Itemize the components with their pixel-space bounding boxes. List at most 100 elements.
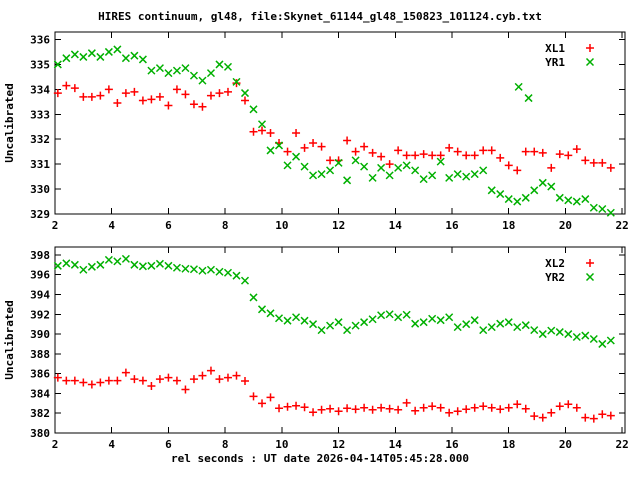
x-tick-label: 18 (502, 438, 515, 451)
data-point-marker (419, 150, 428, 159)
legend-label: XL2 (545, 257, 565, 270)
data-point-marker (104, 47, 113, 56)
data-point-marker (249, 127, 258, 136)
data-point-marker (87, 380, 96, 389)
legend-marker (585, 272, 595, 282)
data-point-marker (53, 89, 62, 98)
data-point-marker (411, 319, 420, 328)
data-point-marker (87, 262, 96, 271)
data-point-marker (428, 171, 437, 180)
data-point-marker (96, 52, 105, 61)
data-point-marker (326, 321, 335, 330)
data-point-marker (326, 166, 335, 175)
data-point-marker (215, 89, 224, 98)
data-point-marker (130, 87, 139, 96)
data-point-marker (530, 186, 539, 195)
data-point-marker (87, 92, 96, 101)
data-point-marker (215, 60, 224, 69)
data-point-marker (343, 176, 352, 185)
data-point-marker (240, 276, 250, 285)
data-point-marker (487, 146, 496, 155)
data-point-marker (96, 91, 105, 100)
plot-border (54, 246, 626, 434)
data-point-marker (164, 101, 173, 110)
data-point-marker (121, 54, 130, 63)
data-point-marker (232, 271, 241, 280)
data-point-marker (147, 66, 156, 75)
data-point-marker (283, 316, 292, 325)
data-point-marker (138, 262, 147, 271)
data-point-marker (198, 371, 207, 380)
data-point-marker (470, 170, 479, 179)
data-point-marker (283, 161, 292, 170)
data-point-marker (606, 163, 615, 172)
data-point-marker (547, 163, 556, 172)
data-point-marker (514, 82, 523, 91)
x-tick-label: 2 (52, 438, 59, 451)
data-point-marker (479, 402, 488, 411)
data-point-marker (189, 375, 198, 384)
data-point-marker (504, 403, 513, 412)
x-axis-label: rel seconds : UT date 2026-04-14T05:45:2… (170, 452, 469, 465)
data-point-marker (394, 313, 403, 322)
data-point-marker (589, 158, 598, 167)
data-point-marker (385, 404, 394, 413)
data-point-marker (436, 157, 445, 166)
data-point-marker (300, 403, 309, 412)
data-point-marker (394, 405, 403, 414)
data-point-marker (215, 267, 224, 276)
data-point-marker (283, 402, 292, 411)
x-tick-label: 22 (616, 219, 629, 232)
data-point-marker (87, 49, 96, 58)
data-point-marker (377, 163, 386, 172)
data-point-marker (581, 156, 590, 165)
data-point-marker (223, 373, 232, 382)
data-point-marker (343, 136, 352, 145)
data-point-marker (555, 193, 564, 202)
data-point-marker (121, 254, 130, 263)
data-point-marker (564, 151, 573, 160)
data-point-marker (104, 85, 113, 94)
data-point-marker (496, 405, 505, 414)
plot-border (54, 31, 626, 215)
data-point-marker (513, 166, 522, 175)
data-point-marker (496, 319, 505, 328)
x-tick-label: 20 (559, 438, 572, 451)
data-point-marker (113, 45, 122, 54)
data-point-marker (524, 94, 533, 103)
data-point-marker (377, 311, 386, 320)
data-point-marker (198, 76, 207, 85)
data-point-marker (470, 316, 479, 325)
data-point-marker (504, 195, 513, 204)
data-point-marker (445, 143, 454, 152)
legend-label: YR1 (545, 56, 565, 69)
data-point-marker (598, 339, 607, 348)
x-tick-label: 12 (332, 219, 345, 232)
y-tick-label: 335 (30, 58, 50, 71)
data-point-marker (215, 375, 224, 384)
data-point-marker (530, 147, 539, 156)
data-point-marker (138, 376, 147, 385)
data-point-marker (402, 398, 411, 407)
data-point-marker (581, 195, 590, 204)
data-point-marker (487, 403, 496, 412)
data-point-marker (232, 79, 241, 88)
x-tick-label: 20 (559, 219, 572, 232)
data-point-marker (334, 318, 343, 327)
data-point-marker (530, 326, 539, 335)
data-point-marker (360, 162, 369, 171)
data-point-marker (266, 128, 275, 137)
data-point-marker (394, 146, 403, 155)
x-tick-label: 6 (165, 438, 172, 451)
data-point-marker (317, 170, 326, 179)
data-point-marker (513, 400, 522, 409)
data-point-marker (70, 84, 79, 93)
y-tick-label: 329 (30, 208, 50, 221)
data-point-marker (206, 366, 215, 375)
data-point-marker (155, 64, 164, 73)
y-tick-label: 396 (30, 269, 50, 282)
data-point-marker (181, 264, 190, 273)
x-tick-label: 16 (445, 438, 459, 451)
data-point-marker (598, 410, 607, 419)
data-point-marker (538, 148, 547, 157)
